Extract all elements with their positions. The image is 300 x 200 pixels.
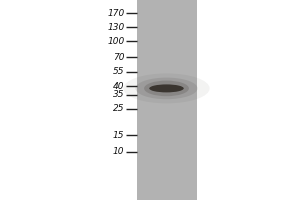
Bar [136,0,196,200]
Text: 40: 40 [113,82,124,91]
Text: 10: 10 [113,148,124,156]
Ellipse shape [149,84,184,92]
Ellipse shape [123,73,210,103]
Text: 70: 70 [113,52,124,62]
Text: 25: 25 [113,104,124,113]
Text: 55: 55 [113,68,124,76]
Text: 170: 170 [107,8,124,18]
Text: 35: 35 [113,90,124,99]
Text: 15: 15 [113,130,124,140]
Text: 130: 130 [107,22,124,31]
Ellipse shape [136,78,198,99]
Ellipse shape [144,81,189,96]
Text: 100: 100 [107,36,124,46]
